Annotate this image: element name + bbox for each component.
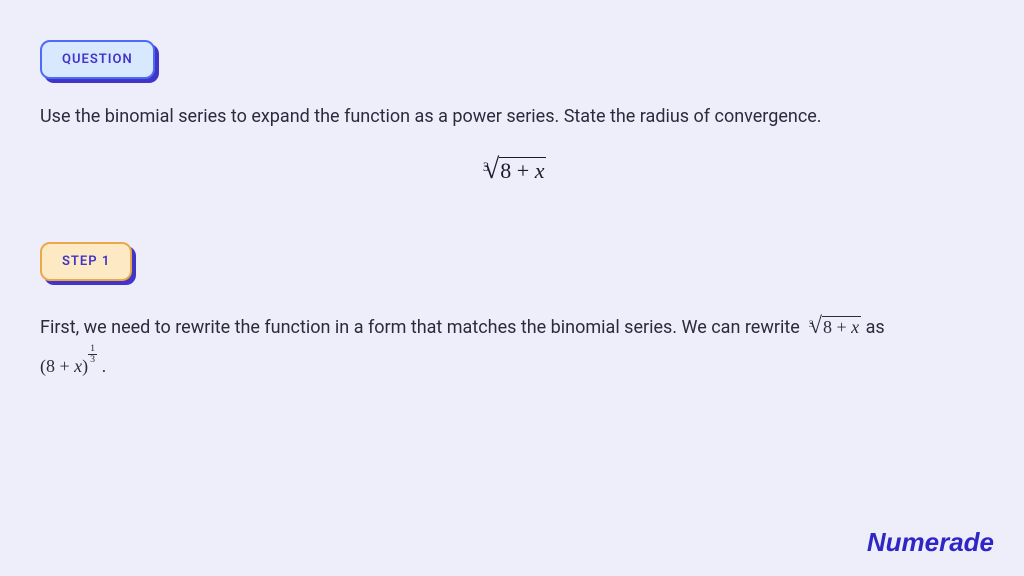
cube-root-expression: 3√8 + x xyxy=(478,154,547,186)
radicand: 8 + x xyxy=(499,157,546,183)
expr2-const: 8 xyxy=(46,356,55,376)
expr1-radical: √ xyxy=(809,313,822,339)
var-x: x xyxy=(535,158,545,183)
plus-op: + xyxy=(517,158,529,183)
expr1-radicand: 8 + x xyxy=(822,316,861,337)
expr2-exponent: 13 xyxy=(88,344,97,365)
step-text-before: First, we need to rewrite the function i… xyxy=(40,317,804,338)
expr2-var: x xyxy=(74,356,82,376)
step-text: First, we need to rewrite the function i… xyxy=(40,305,984,383)
expr1-const: 8 xyxy=(823,317,832,337)
main-content: QUESTION Use the binomial series to expa… xyxy=(0,0,1024,383)
question-prompt: Use the binomial series to expand the fu… xyxy=(40,103,984,130)
question-badge-label: QUESTION xyxy=(62,52,133,67)
step-expr1: 3√8 + x xyxy=(804,305,861,347)
const-8: 8 xyxy=(500,158,511,183)
step-badge-label: STEP 1 xyxy=(62,254,110,269)
question-badge-wrap: QUESTION xyxy=(40,40,155,79)
step-badge-wrap: STEP 1 xyxy=(40,242,132,281)
question-badge: QUESTION xyxy=(40,40,155,79)
step-badge: STEP 1 xyxy=(40,242,132,281)
expr2-op: + xyxy=(60,356,70,376)
step-text-middle: as xyxy=(866,317,885,338)
step-expr2: (8 + x)13 xyxy=(40,356,102,376)
expr1-var: x xyxy=(851,317,859,337)
question-formula: 3√8 + x xyxy=(40,154,984,186)
step-text-after: . xyxy=(102,356,107,377)
step-section: STEP 1 First, we need to rewrite the fun… xyxy=(40,242,984,383)
radical-sign: √ xyxy=(484,154,500,185)
expr2-exp-den: 3 xyxy=(88,355,97,365)
brand-logo: Numerade xyxy=(867,527,994,558)
expr1-op: + xyxy=(837,317,847,337)
